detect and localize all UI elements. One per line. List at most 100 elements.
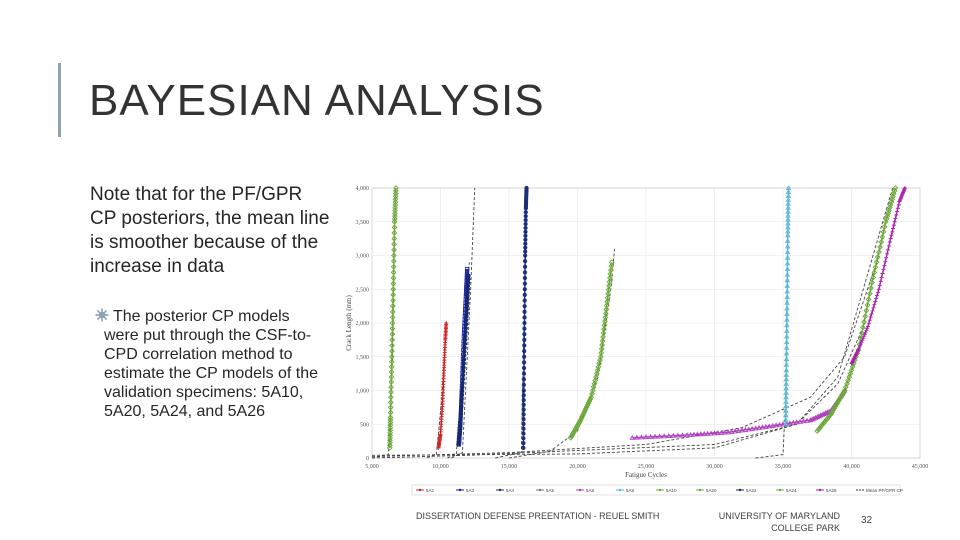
data-point-5a8 (763, 423, 769, 429)
data-point-5a9 (784, 316, 790, 322)
data-point-5a22 (462, 341, 468, 346)
data-point-5a4 (521, 436, 526, 441)
mean-line (371, 322, 866, 459)
data-point-5a4 (521, 431, 526, 436)
data-point-5a26 (886, 243, 891, 248)
y-tick-label: 0 (366, 456, 369, 462)
data-point-5a26 (879, 275, 884, 280)
data-point-5a10 (390, 269, 397, 276)
data-point-5a8 (823, 410, 829, 416)
data-point-5a26 (884, 255, 889, 260)
data-point-5a8 (679, 432, 686, 438)
data-point-5a26 (893, 216, 898, 221)
data-point-5a20 (598, 345, 605, 352)
data-point-5a26 (882, 263, 887, 268)
data-point-5a4 (522, 315, 527, 320)
data-point-5a26 (902, 186, 907, 190)
series-line-5a9 (785, 187, 790, 425)
data-point-5a8 (800, 418, 807, 424)
data-point-5a8 (634, 434, 640, 440)
legend-label: 5A24 (786, 488, 797, 493)
page-number: 32 (861, 515, 873, 526)
data-point-5a9 (785, 185, 792, 191)
data-point-5a8 (647, 433, 654, 439)
data-point-5a22 (466, 280, 471, 285)
data-point-5a4 (522, 281, 527, 286)
data-point-5a26 (889, 233, 894, 238)
data-point-5a8 (643, 434, 649, 440)
data-point-5a4 (522, 332, 527, 337)
data-point-5a20 (602, 318, 608, 325)
data-point-5a9 (783, 389, 789, 395)
data-point-5a8 (804, 417, 810, 423)
data-point-5a4 (522, 264, 528, 269)
data-point-5a4 (522, 337, 527, 342)
data-point-5a26 (894, 213, 899, 217)
data-point-5a20 (607, 267, 614, 274)
data-point-5a26 (861, 334, 866, 339)
data-point-5a26 (864, 328, 869, 333)
data-point-5a9 (783, 367, 790, 373)
legend-marker (658, 488, 662, 492)
data-point-5a4 (521, 412, 526, 417)
data-point-5a10 (390, 263, 397, 270)
data-point-5a4 (523, 229, 528, 234)
data-point-5a24 (892, 185, 899, 191)
data-point-5a22 (461, 365, 466, 370)
data-point-5a20 (606, 282, 612, 289)
data-point-5a8 (769, 422, 776, 428)
data-point-5a8 (807, 417, 814, 423)
data-point-5a24 (861, 318, 867, 325)
data-point-5a4 (521, 417, 526, 422)
data-point-5a9 (784, 260, 791, 266)
data-point-5a24 (834, 399, 841, 406)
data-point-5a24 (833, 401, 840, 408)
bullet-text: The posterior CP models were put through… (104, 308, 319, 420)
data-point-5a24 (863, 307, 870, 314)
data-point-5a9 (784, 322, 790, 328)
data-point-5a20 (605, 290, 611, 297)
x-tick-label: 45,000 (912, 464, 929, 470)
data-point-5a9 (784, 294, 790, 300)
data-point-5a8 (722, 429, 728, 435)
data-point-5a8 (749, 425, 755, 431)
data-point-5a22 (461, 369, 466, 374)
data-point-5a20 (608, 263, 615, 270)
data-point-5a4 (523, 221, 528, 227)
data-point-5a22 (464, 318, 469, 323)
data-point-5a26 (886, 247, 891, 252)
data-point-5a4 (523, 259, 528, 264)
data-point-5a9 (785, 189, 792, 194)
data-point-5a4 (522, 326, 527, 331)
data-point-5a10 (390, 275, 397, 281)
data-point-5a9 (784, 327, 790, 333)
data-point-5a8 (701, 430, 707, 436)
data-point-5a9 (783, 361, 790, 367)
data-point-5a8 (745, 426, 752, 432)
data-point-5a8 (793, 419, 800, 425)
data-point-5a20 (599, 342, 606, 348)
data-point-5a4 (523, 245, 528, 250)
data-point-5a10 (388, 384, 395, 391)
data-point-5a9 (784, 249, 791, 255)
data-point-5a22 (459, 400, 464, 405)
data-point-5a4 (521, 365, 527, 371)
data-point-5a4 (521, 371, 527, 376)
x-tick-label: 20,000 (569, 464, 586, 470)
data-point-5a8 (675, 432, 681, 438)
data-point-5a8 (670, 432, 677, 438)
data-point-5a9 (785, 200, 792, 206)
data-point-5a22 (460, 385, 465, 390)
y-tick-label: 3,000 (356, 254, 370, 260)
data-point-5a24 (840, 389, 847, 396)
data-point-5a9 (783, 394, 789, 400)
data-point-5a20 (603, 302, 610, 309)
data-point-5a22 (460, 388, 465, 394)
data-point-5a9 (783, 385, 789, 391)
data-point-5a20 (606, 279, 613, 285)
data-point-5a8 (819, 411, 826, 417)
data-point-5a20 (602, 314, 609, 321)
data-point-5a9 (783, 356, 790, 362)
data-point-5a10 (390, 258, 397, 265)
data-point-5a4 (522, 292, 527, 297)
